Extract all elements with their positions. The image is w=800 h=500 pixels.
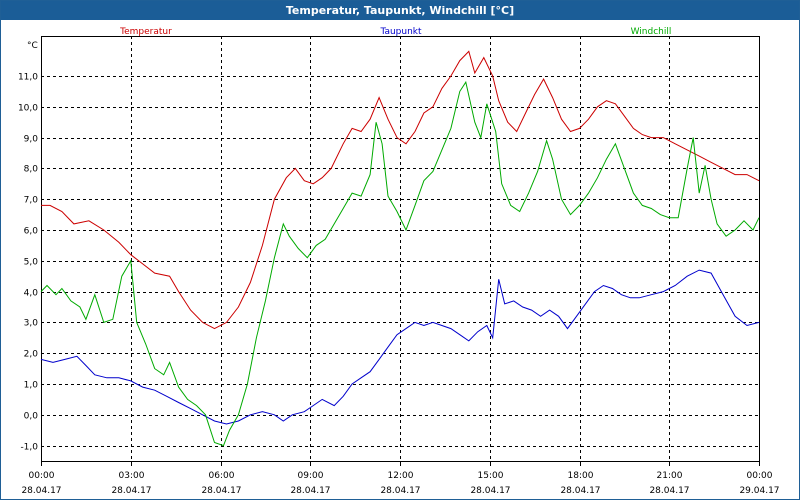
x-tick-time: 21:00 xyxy=(657,471,683,481)
x-tick-time: 00:00 xyxy=(29,471,55,481)
legend-entry: Temperatur xyxy=(119,27,172,37)
x-tick-time: 00:00 xyxy=(747,471,773,481)
y-axis-tick-labels: -1,0 0,0 1,0 2,0 3,0 4,0 5,0 6,0 7,0 8,0 9,0 10,0 11… xyxy=(18,41,38,453)
y-tick-label: 3,0 xyxy=(24,319,39,329)
y-tick-label: 5,0 xyxy=(24,258,39,268)
y-tick-label: 9,0 xyxy=(24,135,39,145)
x-tick-time: 18:00 xyxy=(568,471,594,481)
y-axis-label: °C xyxy=(27,41,38,51)
x-tick-date: 28.04.17 xyxy=(649,486,689,496)
x-tick-time: 12:00 xyxy=(388,471,414,481)
x-axis-tick-labels: 00:00 28.04.17 03:00 28.04.17 06:00 28.04.17 0… xyxy=(21,471,779,496)
y-tick-label: 6,0 xyxy=(24,227,39,237)
series-line-temperatur xyxy=(41,50,760,330)
x-tick-time: 09:00 xyxy=(298,471,324,481)
x-tick-date: 28.04.17 xyxy=(201,486,241,496)
y-tick-label: 1,0 xyxy=(24,381,39,391)
x-tick-date: 29.04.17 xyxy=(739,486,779,496)
y-tick-label: 10,0 xyxy=(18,104,38,114)
x-tick-date: 28.04.17 xyxy=(560,486,600,496)
x-tick-date: 28.04.17 xyxy=(21,486,61,496)
legend-entry: Windchill xyxy=(631,27,672,37)
grid-lines xyxy=(41,36,759,461)
plot-border xyxy=(41,36,760,462)
x-tick-time: 15:00 xyxy=(478,471,504,481)
x-tick-date: 28.04.17 xyxy=(290,486,330,496)
y-tick-label: 8,0 xyxy=(24,165,39,175)
series-line-taupunkt xyxy=(40,269,760,425)
y-tick-label: -1,0 xyxy=(20,443,38,453)
series-lines xyxy=(40,50,760,447)
x-tick-date: 28.04.17 xyxy=(470,486,510,496)
y-tick-label: 0,0 xyxy=(24,412,39,422)
x-tick-date: 28.04.17 xyxy=(380,486,420,496)
legend: Temperatur Taupunkt Windchill xyxy=(119,27,671,37)
legend-entry: Taupunkt xyxy=(379,27,422,37)
x-tick-time: 06:00 xyxy=(209,471,235,481)
x-tick-date: 28.04.17 xyxy=(111,486,151,496)
x-tick-time: 03:00 xyxy=(119,471,145,481)
y-tick-label: 11,0 xyxy=(18,73,38,83)
chart-title: Temperatur, Taupunkt, Windchill [°C] xyxy=(1,1,799,20)
series-line-windchill xyxy=(40,80,760,447)
y-tick-label: 7,0 xyxy=(24,196,39,206)
axes xyxy=(41,36,760,466)
y-tick-label: 4,0 xyxy=(24,289,39,299)
y-tick-label: 2,0 xyxy=(24,350,39,360)
